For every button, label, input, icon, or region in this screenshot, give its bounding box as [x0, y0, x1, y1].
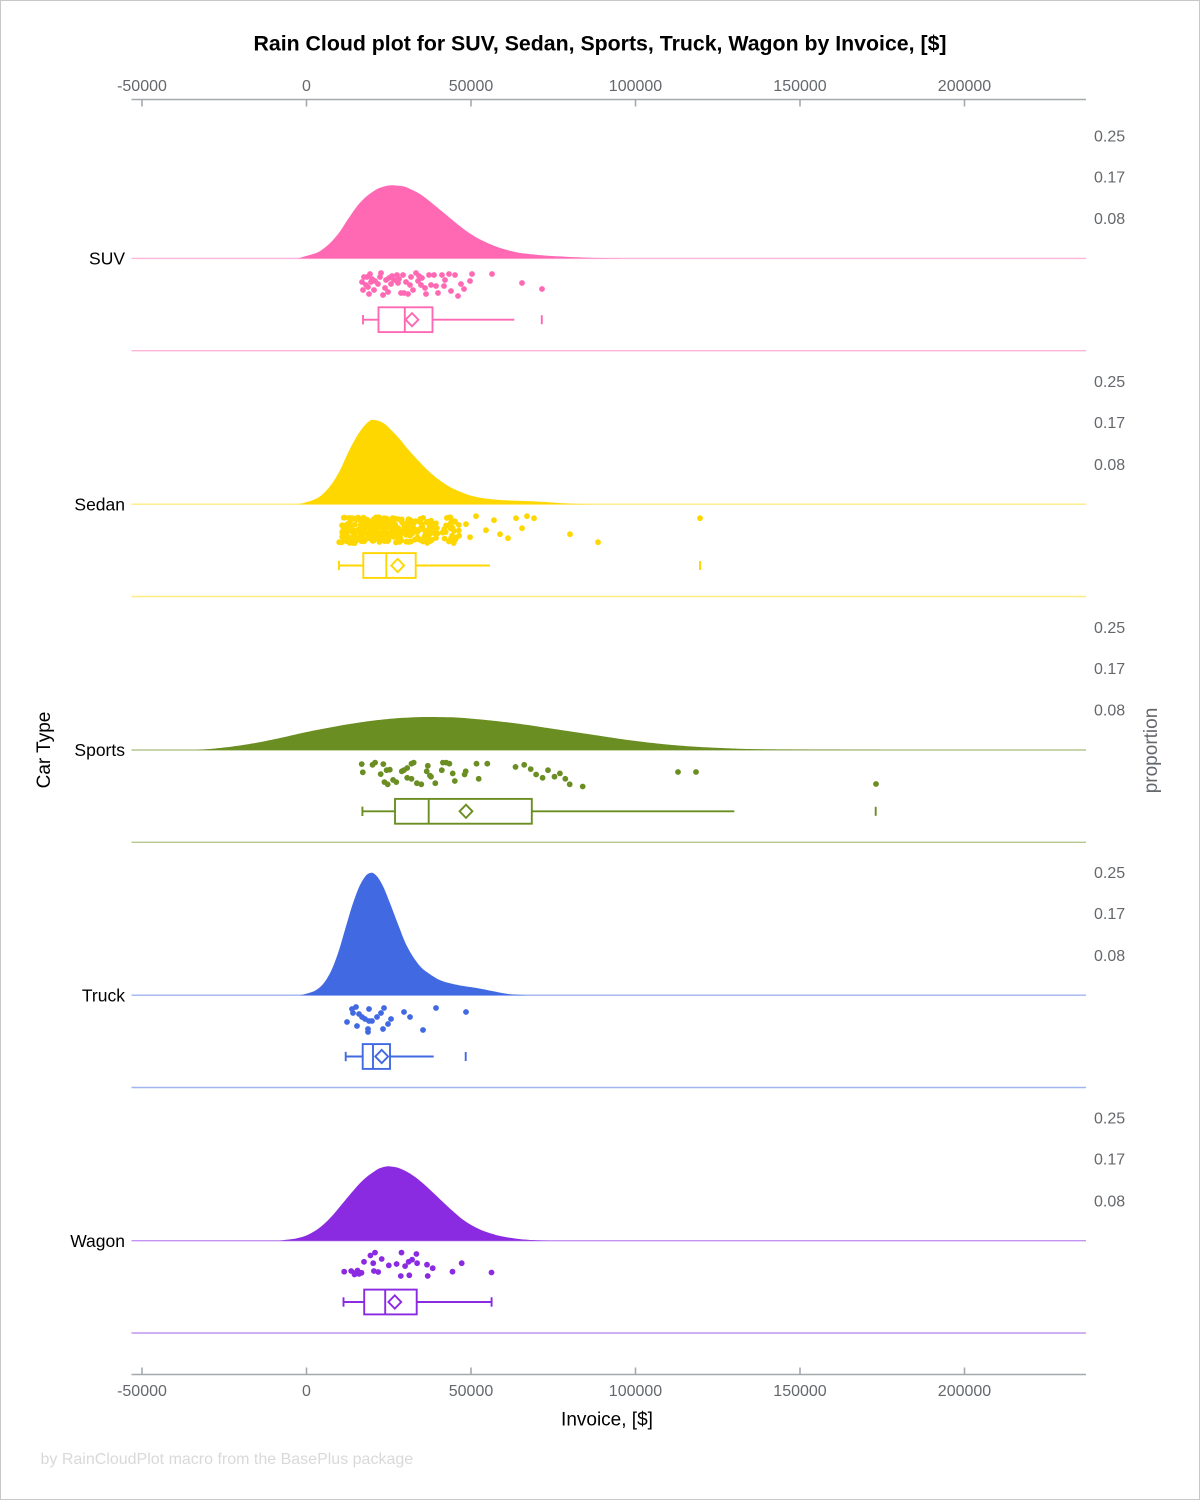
svg-text:0.17: 0.17 [1094, 415, 1125, 432]
svg-text:0.08: 0.08 [1094, 457, 1125, 474]
svg-text:Car Type: Car Type [34, 712, 55, 789]
svg-text:0: 0 [302, 1383, 311, 1400]
svg-text:200000: 200000 [938, 1383, 991, 1400]
svg-text:0.25: 0.25 [1094, 374, 1125, 391]
svg-text:0.25: 0.25 [1094, 620, 1125, 637]
svg-text:0.17: 0.17 [1094, 1152, 1125, 1169]
svg-text:50000: 50000 [449, 78, 494, 95]
svg-text:Truck: Truck [82, 985, 125, 1005]
svg-text:-50000: -50000 [117, 78, 167, 95]
svg-text:Sports: Sports [74, 740, 125, 760]
svg-text:-50000: -50000 [117, 1383, 167, 1400]
svg-text:0.08: 0.08 [1094, 703, 1125, 720]
svg-text:0.25: 0.25 [1094, 128, 1125, 145]
svg-text:Sedan: Sedan [74, 494, 125, 514]
svg-text:0.08: 0.08 [1094, 211, 1125, 228]
svg-text:by RainCloudPlot macro from th: by RainCloudPlot macro from the BasePlus… [41, 1451, 414, 1468]
svg-text:Wagon: Wagon [70, 1231, 125, 1251]
svg-text:0.17: 0.17 [1094, 906, 1125, 923]
svg-text:0.17: 0.17 [1094, 169, 1125, 186]
svg-text:SUV: SUV [89, 249, 125, 269]
svg-text:Rain Cloud plot for SUV, Sedan: Rain Cloud plot for SUV, Sedan, Sports, … [253, 32, 946, 56]
svg-text:150000: 150000 [773, 1383, 826, 1400]
svg-text:50000: 50000 [449, 1383, 494, 1400]
svg-text:0.25: 0.25 [1094, 1111, 1125, 1128]
svg-text:0.08: 0.08 [1094, 1193, 1125, 1210]
svg-text:0.25: 0.25 [1094, 865, 1125, 882]
svg-text:150000: 150000 [773, 78, 826, 95]
svg-text:0.08: 0.08 [1094, 948, 1125, 965]
svg-text:Invoice, [$]: Invoice, [$] [561, 1410, 653, 1431]
svg-text:100000: 100000 [609, 1383, 662, 1400]
svg-text:0.17: 0.17 [1094, 661, 1125, 678]
svg-text:0: 0 [302, 78, 311, 95]
svg-text:proportion: proportion [1141, 708, 1162, 794]
svg-text:200000: 200000 [938, 78, 991, 95]
svg-text:100000: 100000 [609, 78, 662, 95]
